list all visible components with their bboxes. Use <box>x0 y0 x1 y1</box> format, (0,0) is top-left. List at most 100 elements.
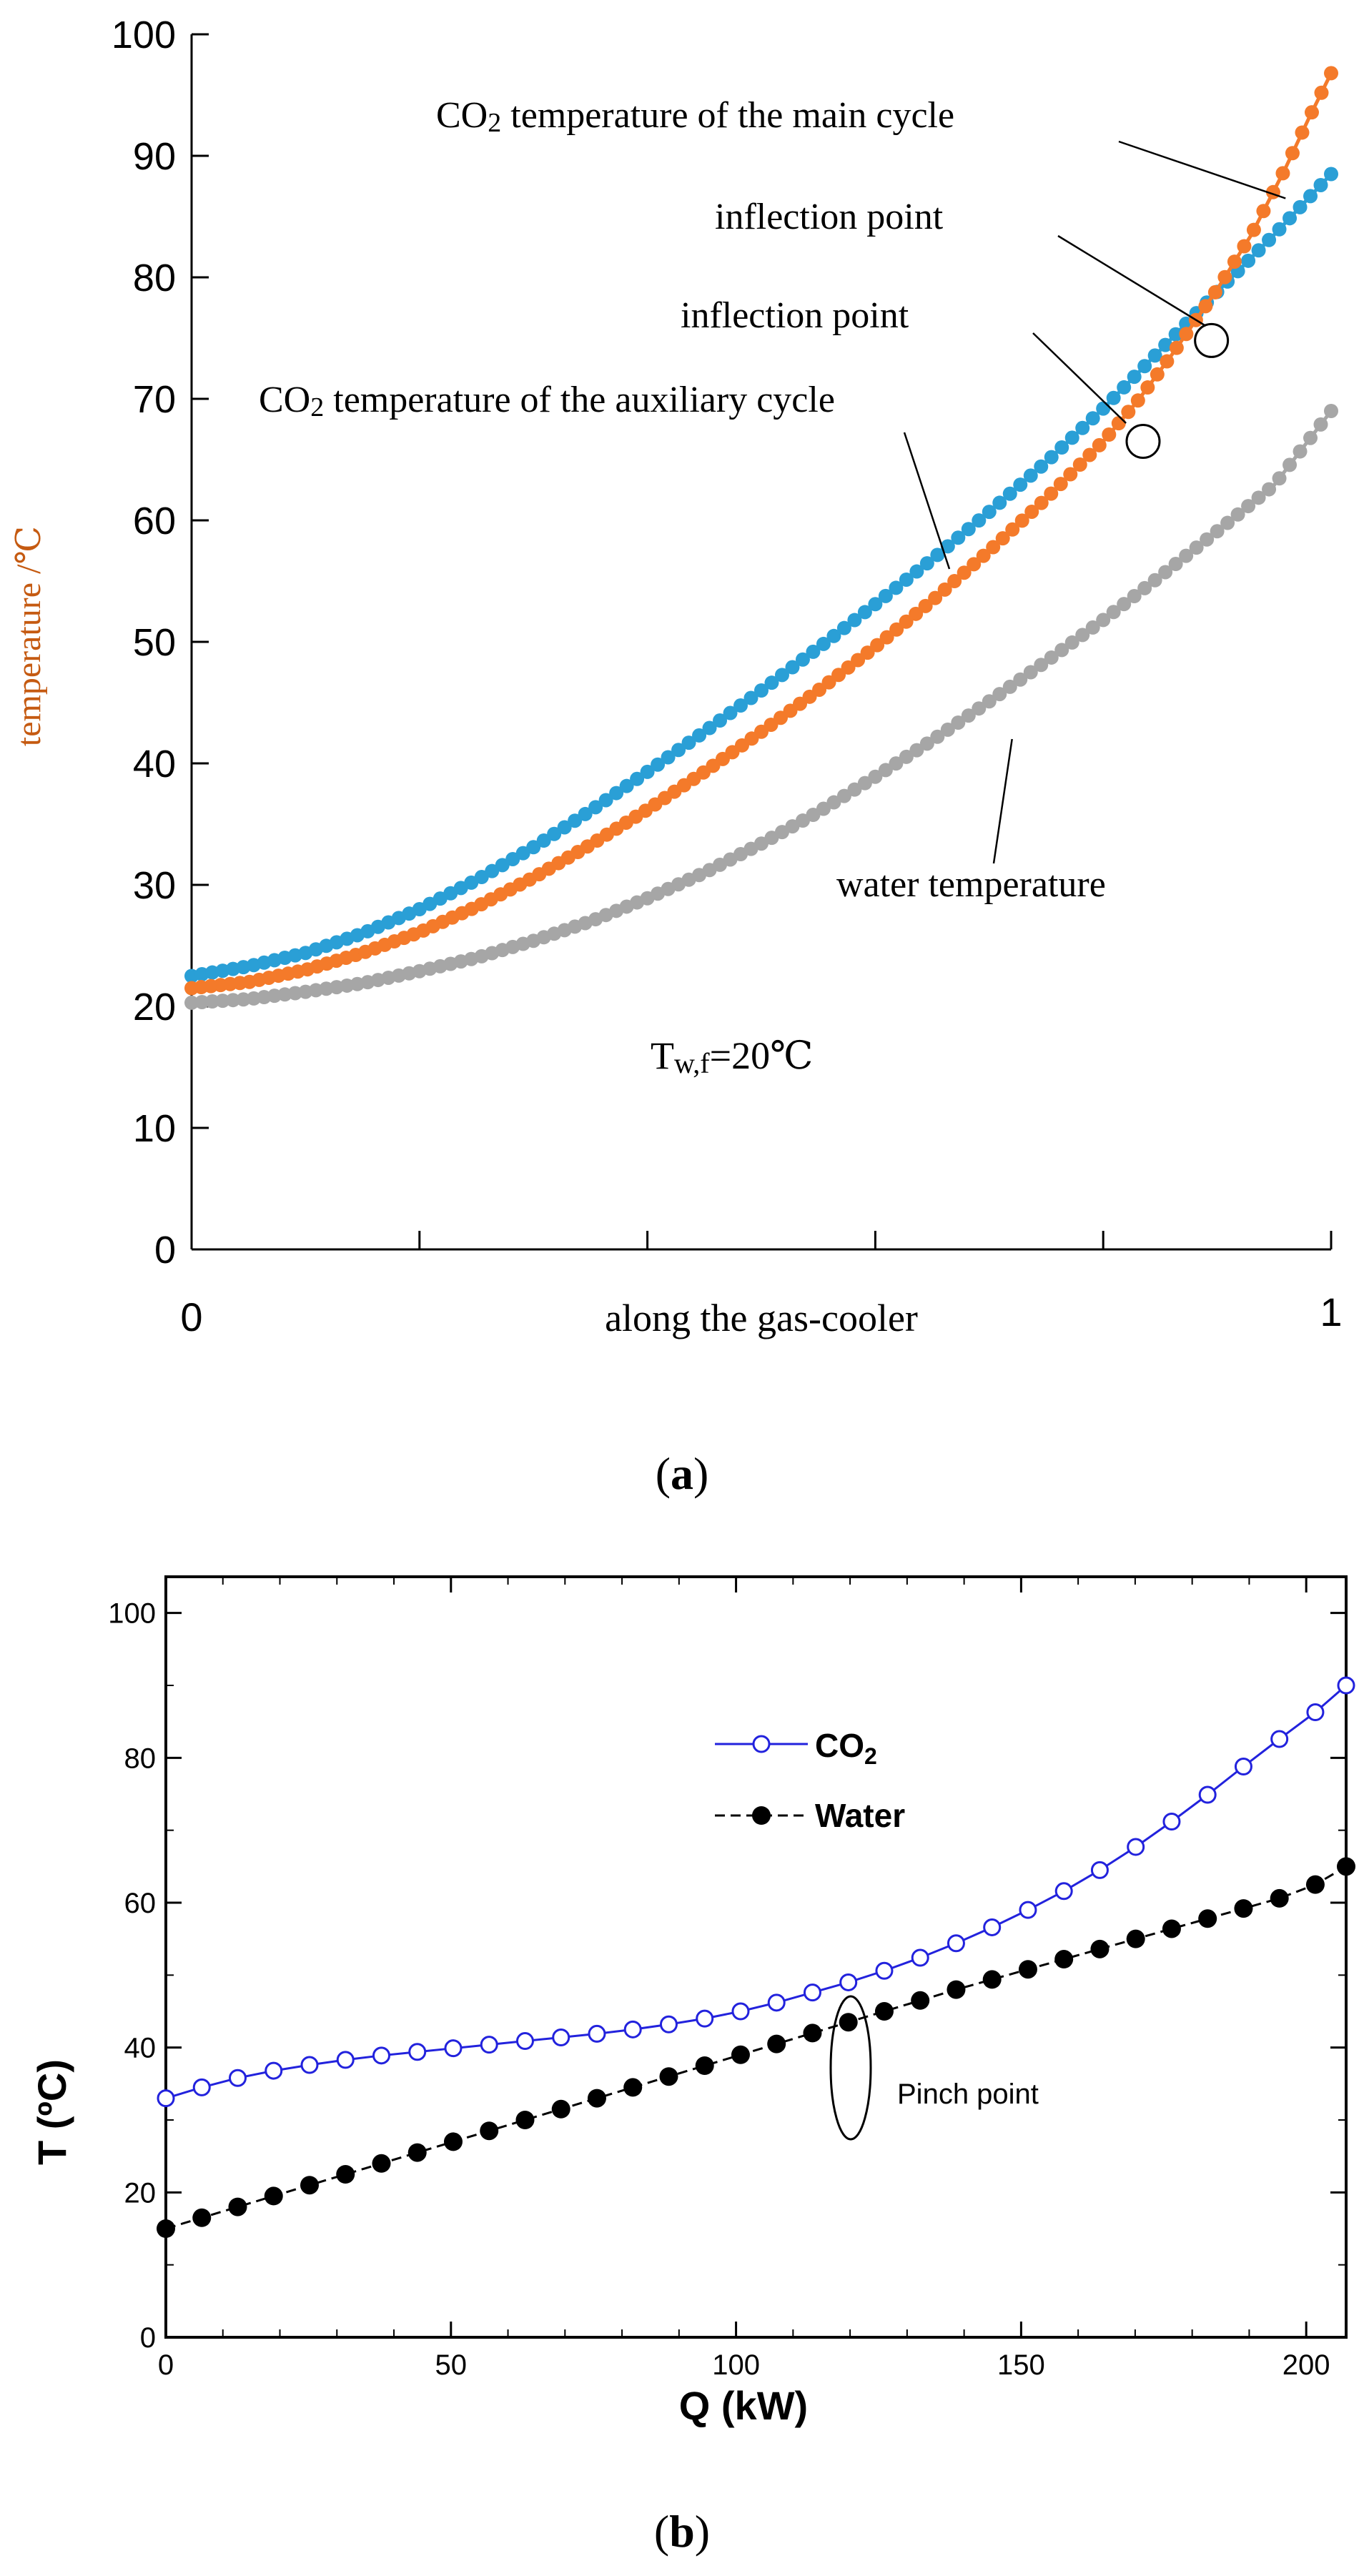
data-point <box>816 636 831 651</box>
data-point <box>609 786 624 801</box>
data-point <box>1054 440 1069 455</box>
data-point <box>1169 340 1184 355</box>
data-point <box>1230 507 1245 522</box>
co2-data-point <box>767 1993 786 2012</box>
co2-data-point <box>731 2002 750 2021</box>
data-point <box>1227 254 1242 269</box>
data-point <box>992 687 1007 702</box>
data-point <box>1220 515 1235 530</box>
data-point <box>1096 613 1111 628</box>
data-point <box>1256 204 1271 219</box>
data-point <box>937 582 952 597</box>
data-point <box>889 756 904 771</box>
chart-b-ytick-label: 40 <box>124 2033 157 2064</box>
data-point <box>1117 380 1132 395</box>
data-point <box>651 757 666 772</box>
water-data-point <box>659 2067 678 2086</box>
legend-co2-marker <box>752 1735 771 1753</box>
data-point <box>1002 486 1017 501</box>
data-point <box>1217 269 1232 284</box>
data-point <box>930 729 945 744</box>
data-point <box>816 801 831 816</box>
data-point <box>1324 404 1338 418</box>
data-point <box>225 993 240 1008</box>
chart-b-ytick-label: 100 <box>108 1598 156 1630</box>
annotation-pinch-point: Pinch point <box>897 2079 1039 2110</box>
data-point <box>870 638 885 653</box>
data-point <box>1075 628 1090 643</box>
leader-line-3 <box>903 432 951 570</box>
chart-a-ytick-label: 100 <box>112 14 176 56</box>
data-point <box>951 530 966 545</box>
data-point <box>957 565 972 580</box>
data-point <box>795 652 810 667</box>
chart-a-ytick-label: 30 <box>133 864 176 907</box>
data-point <box>1096 401 1111 416</box>
data-point <box>754 683 769 698</box>
chart-a-y-ticks: 0 10 20 30 40 50 60 70 80 90 100 <box>112 14 209 1272</box>
data-point <box>1303 189 1318 204</box>
data-point <box>976 548 991 563</box>
data-point <box>1044 450 1059 465</box>
chart-b-xtick-label: 150 <box>997 2349 1045 2381</box>
data-point <box>1117 597 1132 612</box>
data-point <box>878 588 893 603</box>
data-point <box>909 564 924 579</box>
co2-data-point <box>1270 1730 1289 1748</box>
legend-co2-label: CO2 <box>815 1727 877 1769</box>
data-point <box>505 851 520 866</box>
inflection-circle-1 <box>1194 322 1230 358</box>
co2-data-point <box>157 2089 175 2108</box>
water-data-point <box>1162 1919 1181 1938</box>
co2-data-point <box>515 2032 534 2051</box>
data-point <box>598 793 613 808</box>
data-point <box>1023 665 1038 680</box>
data-point <box>1013 672 1028 687</box>
data-point <box>1054 643 1069 658</box>
panel-label-a: (a) <box>655 1448 709 1499</box>
chart-b-ytick-label: 0 <box>140 2322 156 2354</box>
chart-b-xtick-label: 0 <box>158 2349 174 2381</box>
co2-data-point <box>839 1973 858 1991</box>
data-point <box>899 572 914 587</box>
data-point <box>1034 658 1049 673</box>
water-data-point <box>1090 1939 1110 1958</box>
data-point <box>1140 380 1155 395</box>
water-data-point <box>947 1980 966 1999</box>
data-point <box>702 720 717 735</box>
data-point <box>826 628 841 643</box>
co2-data-point <box>875 1961 894 1980</box>
data-point <box>1014 513 1029 528</box>
data-point <box>1293 199 1308 214</box>
data-point <box>967 557 982 572</box>
data-point <box>1262 482 1277 497</box>
chart-a-leader-lines <box>903 140 1286 864</box>
data-point <box>972 513 987 528</box>
data-point <box>947 574 962 589</box>
data-point <box>1324 167 1338 182</box>
data-point <box>899 749 914 764</box>
water-data-point <box>767 2034 786 2054</box>
series-line-2 <box>191 410 1333 1005</box>
annotation-inflection-point-2: inflection point <box>681 295 909 336</box>
water-data-point <box>300 2176 319 2195</box>
co2-data-point <box>803 1983 821 2002</box>
water-data-point <box>839 2013 858 2032</box>
data-point <box>1303 430 1318 445</box>
data-point <box>806 808 821 823</box>
chart-b: 0 50 100 150 200 0 20 40 60 80 100 T (ºC) Q (kW) C… <box>29 1575 1355 2428</box>
data-point <box>1207 284 1222 299</box>
data-point <box>1179 548 1194 563</box>
data-point <box>836 620 851 635</box>
water-data-point <box>1126 1929 1145 1948</box>
data-point <box>1168 327 1183 342</box>
data-point <box>1053 477 1068 492</box>
data-point <box>940 539 955 554</box>
panel-label-b: (b) <box>653 2506 711 2557</box>
data-point <box>930 548 945 563</box>
data-point <box>661 750 676 765</box>
water-data-point <box>515 2111 535 2129</box>
data-point <box>1285 146 1300 161</box>
co2-data-point <box>228 2069 247 2087</box>
